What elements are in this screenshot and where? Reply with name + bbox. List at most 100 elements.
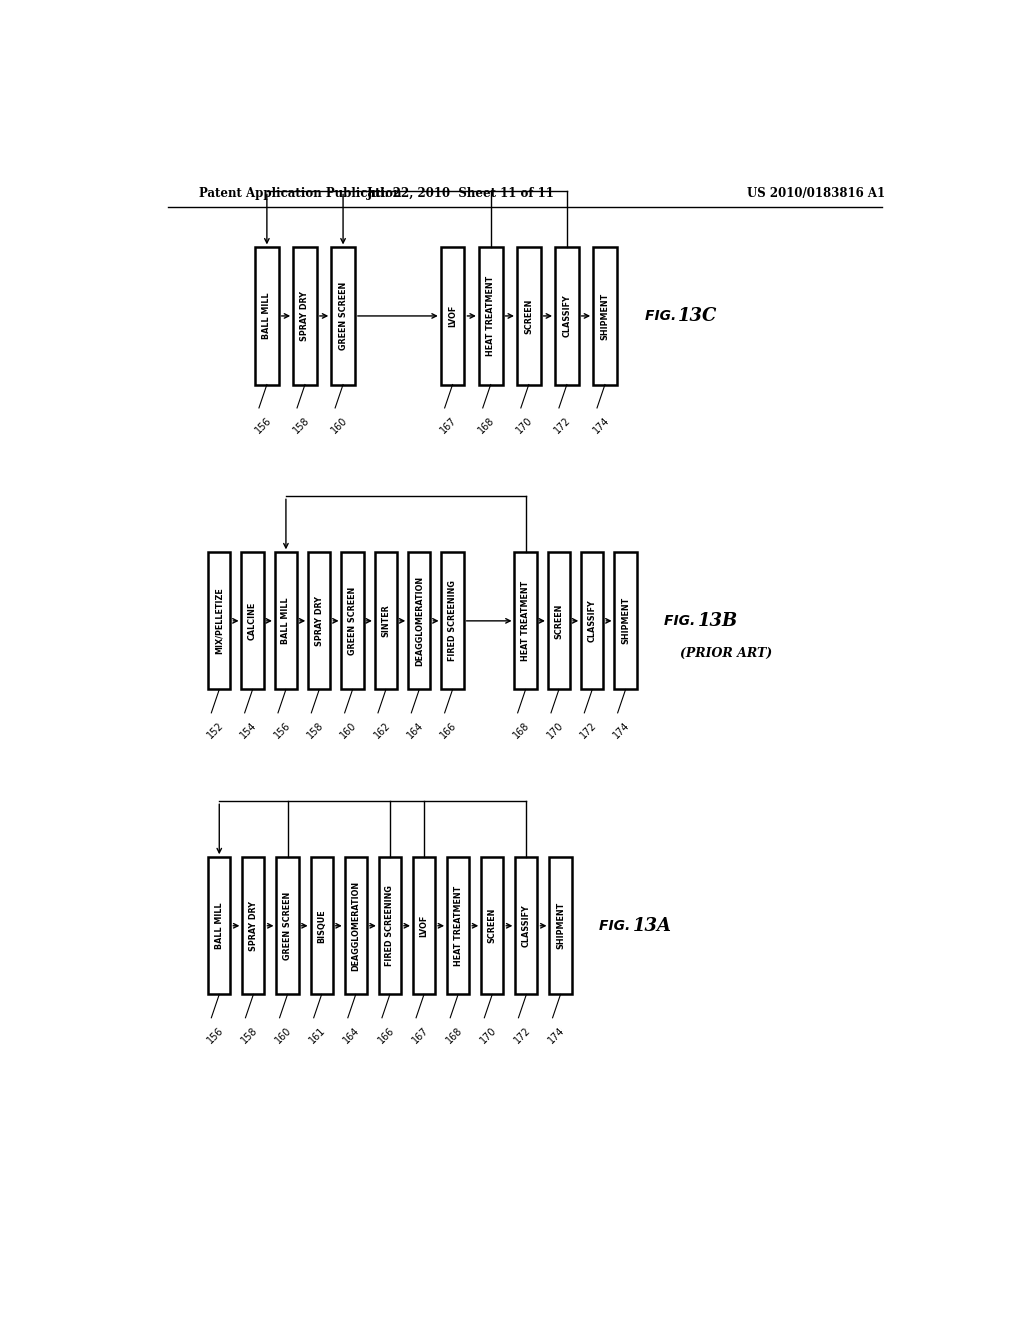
Bar [293, 247, 316, 384]
Bar [517, 247, 541, 384]
Text: 13A: 13A [633, 917, 672, 935]
Text: DEAGGLOMERATION: DEAGGLOMERATION [415, 576, 424, 665]
Text: 156: 156 [272, 719, 292, 741]
Text: 13B: 13B [697, 612, 738, 630]
Bar [255, 247, 279, 384]
Text: CALCINE: CALCINE [248, 602, 257, 640]
Text: Patent Application Publication: Patent Application Publication [200, 187, 402, 201]
Text: 170: 170 [545, 719, 565, 741]
Text: HEAT TREATMENT: HEAT TREATMENT [521, 581, 530, 661]
Text: SPRAY DRY: SPRAY DRY [314, 595, 324, 645]
Text: SCREEN: SCREEN [554, 603, 563, 639]
Text: FIG.: FIG. [599, 919, 636, 933]
Text: 161: 161 [307, 1024, 328, 1045]
Bar [515, 857, 538, 994]
Bar [208, 857, 230, 994]
Text: 168: 168 [477, 414, 497, 436]
Text: FIRED SCREENING: FIRED SCREENING [385, 886, 394, 966]
Text: GREEN SCREEN: GREEN SCREEN [339, 281, 347, 350]
Text: SHIPMENT: SHIPMENT [556, 902, 565, 949]
Text: FIG.: FIG. [645, 309, 681, 323]
Text: 156: 156 [205, 1024, 225, 1045]
Text: Jul. 22, 2010  Sheet 11 of 11: Jul. 22, 2010 Sheet 11 of 11 [368, 187, 555, 201]
Bar [548, 552, 570, 689]
Text: 168: 168 [444, 1024, 464, 1045]
Text: 158: 158 [305, 719, 326, 741]
Bar [243, 857, 264, 994]
Bar [550, 857, 571, 994]
Bar [208, 552, 230, 689]
Text: SCREEN: SCREEN [487, 908, 497, 944]
Bar [345, 857, 367, 994]
Text: 158: 158 [291, 414, 311, 436]
Bar [274, 552, 297, 689]
Text: 174: 174 [591, 414, 611, 436]
Text: 167: 167 [410, 1024, 430, 1045]
Text: 166: 166 [438, 719, 459, 741]
Text: CLASSIFY: CLASSIFY [562, 294, 571, 338]
Text: 154: 154 [239, 719, 259, 741]
Bar [582, 552, 603, 689]
Text: LVOF: LVOF [420, 915, 428, 937]
Text: 167: 167 [438, 414, 459, 436]
Text: 172: 172 [553, 414, 573, 436]
Bar [555, 247, 579, 384]
Text: SCREEN: SCREEN [524, 298, 534, 334]
Text: 158: 158 [240, 1024, 259, 1045]
Text: (PRIOR ART): (PRIOR ART) [680, 647, 772, 660]
Bar [310, 857, 333, 994]
Text: SINTER: SINTER [381, 605, 390, 638]
Bar [479, 247, 503, 384]
Text: MIX/PELLETIZE: MIX/PELLETIZE [215, 587, 224, 655]
Text: SHIPMENT: SHIPMENT [600, 292, 609, 339]
Text: 162: 162 [372, 719, 392, 741]
Bar [447, 857, 469, 994]
Text: HEAT TREATMENT: HEAT TREATMENT [486, 276, 496, 356]
Text: 170: 170 [515, 414, 535, 436]
Text: FIG.: FIG. [665, 614, 700, 628]
Bar [379, 857, 401, 994]
Bar [614, 552, 637, 689]
Bar [481, 857, 504, 994]
Bar [331, 247, 355, 384]
Bar [413, 857, 435, 994]
Text: FIRED SCREENING: FIRED SCREENING [449, 581, 457, 661]
Bar [308, 552, 331, 689]
Text: 172: 172 [512, 1024, 532, 1045]
Text: BALL MILL: BALL MILL [262, 293, 271, 339]
Text: 156: 156 [253, 414, 273, 436]
Text: 160: 160 [339, 719, 358, 741]
Text: US 2010/0183816 A1: US 2010/0183816 A1 [748, 187, 885, 201]
Text: BISQUE: BISQUE [317, 909, 326, 942]
Text: 174: 174 [547, 1024, 566, 1045]
Text: LVOF: LVOF [449, 305, 457, 327]
Bar [440, 247, 465, 384]
Bar [375, 552, 397, 689]
Text: 164: 164 [342, 1024, 361, 1045]
Bar [242, 552, 264, 689]
Text: GREEN SCREEN: GREEN SCREEN [283, 891, 292, 960]
Text: GREEN SCREEN: GREEN SCREEN [348, 586, 357, 655]
Text: 166: 166 [376, 1024, 396, 1045]
Text: 160: 160 [329, 414, 349, 436]
Text: 152: 152 [205, 719, 225, 741]
Text: 174: 174 [611, 719, 632, 741]
Text: HEAT TREATMENT: HEAT TREATMENT [454, 886, 463, 966]
Text: CLASSIFY: CLASSIFY [522, 904, 530, 948]
Bar [514, 552, 537, 689]
Text: 170: 170 [478, 1024, 499, 1045]
Text: BALL MILL: BALL MILL [215, 903, 224, 949]
Text: 172: 172 [579, 719, 598, 741]
Text: 164: 164 [406, 719, 425, 741]
Text: 160: 160 [273, 1024, 294, 1045]
Text: BALL MILL: BALL MILL [282, 598, 291, 644]
Text: SPRAY DRY: SPRAY DRY [249, 900, 258, 950]
Bar [441, 552, 464, 689]
Bar [593, 247, 616, 384]
Text: 168: 168 [512, 719, 531, 741]
Text: DEAGGLOMERATION: DEAGGLOMERATION [351, 880, 360, 970]
Text: CLASSIFY: CLASSIFY [588, 599, 597, 643]
Bar [276, 857, 299, 994]
Bar [341, 552, 364, 689]
Text: 13C: 13C [678, 308, 718, 325]
